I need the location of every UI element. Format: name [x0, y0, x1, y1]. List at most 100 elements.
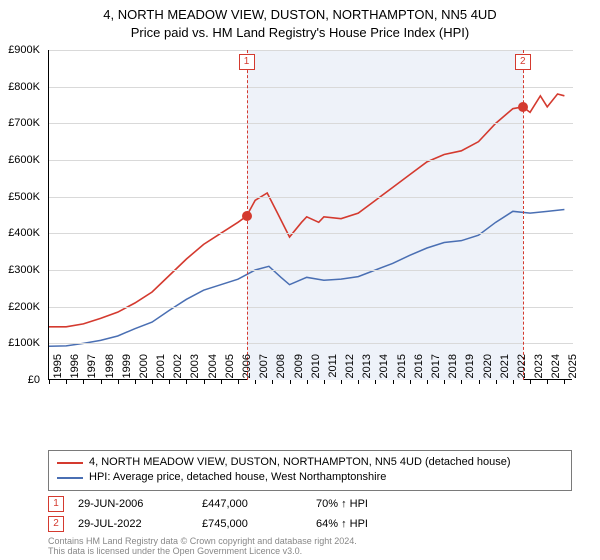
y-axis-label: £200K [0, 301, 40, 313]
x-tick [135, 380, 136, 384]
sale-row-price: £447,000 [202, 498, 302, 510]
x-axis-label: 2016 [413, 354, 425, 384]
sale-row: 1 29-JUN-2006 £447,000 70% ↑ HPI [48, 494, 572, 514]
sale-marker-dot [242, 211, 252, 221]
x-tick [118, 380, 119, 384]
gridline-h [49, 343, 573, 344]
x-axis-label: 2024 [550, 354, 562, 384]
x-tick [83, 380, 84, 384]
legend-row-hpi: HPI: Average price, detached house, West… [57, 470, 563, 485]
x-axis-label: 2012 [344, 354, 356, 384]
legend-row-property: 4, NORTH MEADOW VIEW, DUSTON, NORTHAMPTO… [57, 455, 563, 470]
x-tick [66, 380, 67, 384]
legend-box: 4, NORTH MEADOW VIEW, DUSTON, NORTHAMPTO… [48, 450, 572, 491]
gridline-h [49, 87, 573, 88]
x-axis-label: 2004 [207, 354, 219, 384]
x-tick [324, 380, 325, 384]
chart-container: 4, NORTH MEADOW VIEW, DUSTON, NORTHAMPTO… [0, 0, 600, 560]
x-tick [255, 380, 256, 384]
x-axis-label: 2003 [189, 354, 201, 384]
x-tick [238, 380, 239, 384]
sale-marker-dot [518, 102, 528, 112]
chart-area: 12 £0£100K£200K£300K£400K£500K£600K£700K… [48, 50, 572, 410]
x-axis-label: 2025 [567, 354, 579, 384]
legend-label-property: 4, NORTH MEADOW VIEW, DUSTON, NORTHAMPTO… [89, 455, 511, 470]
x-tick [169, 380, 170, 384]
x-axis-label: 2011 [327, 354, 339, 384]
y-axis-label: £900K [0, 44, 40, 56]
footer-line-1: Contains HM Land Registry data © Crown c… [48, 536, 357, 546]
x-axis-label: 2008 [275, 354, 287, 384]
x-axis-label: 1996 [69, 354, 81, 384]
x-axis-label: 2002 [172, 354, 184, 384]
series-hpi [49, 210, 564, 347]
x-tick [101, 380, 102, 384]
x-axis-label: 1997 [86, 354, 98, 384]
footer-attribution: Contains HM Land Registry data © Crown c… [48, 536, 357, 557]
x-axis-label: 2006 [241, 354, 253, 384]
line-layer [49, 50, 573, 380]
x-tick [186, 380, 187, 384]
gridline-h [49, 160, 573, 161]
gridline-h [49, 307, 573, 308]
sale-row-marker: 2 [48, 516, 64, 532]
x-axis-label: 1999 [121, 354, 133, 384]
x-axis-label: 2020 [482, 354, 494, 384]
x-tick [375, 380, 376, 384]
x-tick [513, 380, 514, 384]
y-axis-label: £700K [0, 117, 40, 129]
x-axis-label: 2009 [293, 354, 305, 384]
x-axis-label: 2019 [464, 354, 476, 384]
x-axis-label: 2001 [155, 354, 167, 384]
x-tick [272, 380, 273, 384]
sale-row-marker: 1 [48, 496, 64, 512]
y-axis-label: £500K [0, 191, 40, 203]
gridline-h [49, 233, 573, 234]
legend-swatch-red [57, 462, 83, 464]
x-axis-label: 2017 [430, 354, 442, 384]
sale-row-pct: 70% ↑ HPI [316, 498, 426, 510]
x-tick [49, 380, 50, 384]
x-axis-label: 2005 [224, 354, 236, 384]
y-axis-label: £600K [0, 154, 40, 166]
x-tick [444, 380, 445, 384]
x-axis-label: 2015 [396, 354, 408, 384]
sale-row-date: 29-JUN-2006 [78, 498, 188, 510]
x-tick [496, 380, 497, 384]
x-tick [221, 380, 222, 384]
x-tick [341, 380, 342, 384]
y-axis-label: £0 [0, 374, 40, 386]
legend-swatch-blue [57, 477, 83, 479]
x-tick [152, 380, 153, 384]
sale-row-date: 29-JUL-2022 [78, 518, 188, 530]
x-axis-label: 2018 [447, 354, 459, 384]
sale-marker-box: 2 [515, 54, 531, 70]
x-axis-label: 2000 [138, 354, 150, 384]
x-tick [204, 380, 205, 384]
gridline-h [49, 197, 573, 198]
x-tick [427, 380, 428, 384]
x-tick [393, 380, 394, 384]
y-axis-label: £400K [0, 227, 40, 239]
footer-line-2: This data is licensed under the Open Gov… [48, 546, 357, 556]
chart-title: 4, NORTH MEADOW VIEW, DUSTON, NORTHAMPTO… [0, 0, 600, 41]
y-axis-label: £100K [0, 337, 40, 349]
x-axis-label: 2022 [516, 354, 528, 384]
x-tick [358, 380, 359, 384]
gridline-h [49, 270, 573, 271]
y-axis-label: £300K [0, 264, 40, 276]
x-tick [479, 380, 480, 384]
x-axis-label: 2023 [533, 354, 545, 384]
x-axis-label: 2014 [378, 354, 390, 384]
x-axis-label: 2021 [499, 354, 511, 384]
x-tick [547, 380, 548, 384]
plot-area: 12 [48, 50, 572, 380]
x-axis-label: 1998 [104, 354, 116, 384]
gridline-h [49, 50, 573, 51]
x-tick [290, 380, 291, 384]
x-tick [410, 380, 411, 384]
x-axis-label: 2010 [310, 354, 322, 384]
sale-row: 229-JUL-2022£745,00064% ↑ HPI [48, 514, 572, 534]
sale-marker-box: 1 [239, 54, 255, 70]
x-axis-label: 2013 [361, 354, 373, 384]
